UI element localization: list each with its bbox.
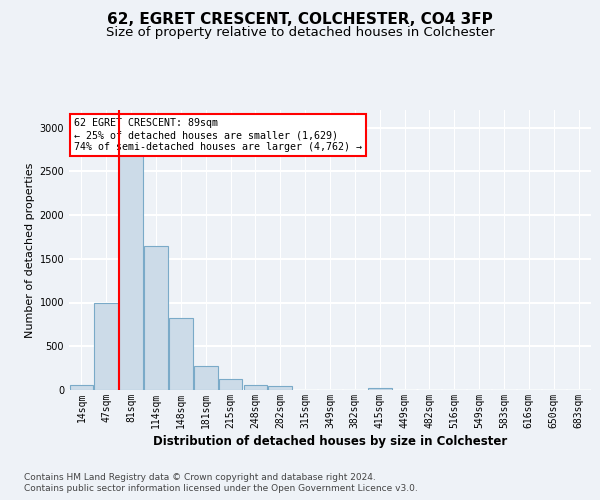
Text: Contains public sector information licensed under the Open Government Licence v3: Contains public sector information licen… [24, 484, 418, 493]
Text: 62, EGRET CRESCENT, COLCHESTER, CO4 3FP: 62, EGRET CRESCENT, COLCHESTER, CO4 3FP [107, 12, 493, 28]
Text: Contains HM Land Registry data © Crown copyright and database right 2024.: Contains HM Land Registry data © Crown c… [24, 472, 376, 482]
Y-axis label: Number of detached properties: Number of detached properties [25, 162, 35, 338]
Bar [144, 246, 168, 390]
Bar [194, 366, 218, 390]
Text: 62 EGRET CRESCENT: 89sqm
← 25% of detached houses are smaller (1,629)
74% of sem: 62 EGRET CRESCENT: 89sqm ← 25% of detach… [74, 118, 362, 152]
Bar [169, 318, 193, 390]
Bar [70, 385, 93, 390]
Bar [268, 386, 292, 390]
Text: Size of property relative to detached houses in Colchester: Size of property relative to detached ho… [106, 26, 494, 39]
Bar [119, 128, 143, 390]
Bar [244, 385, 267, 390]
Bar [368, 388, 392, 390]
Bar [94, 302, 118, 390]
Text: Distribution of detached houses by size in Colchester: Distribution of detached houses by size … [153, 435, 507, 448]
Bar [219, 378, 242, 390]
